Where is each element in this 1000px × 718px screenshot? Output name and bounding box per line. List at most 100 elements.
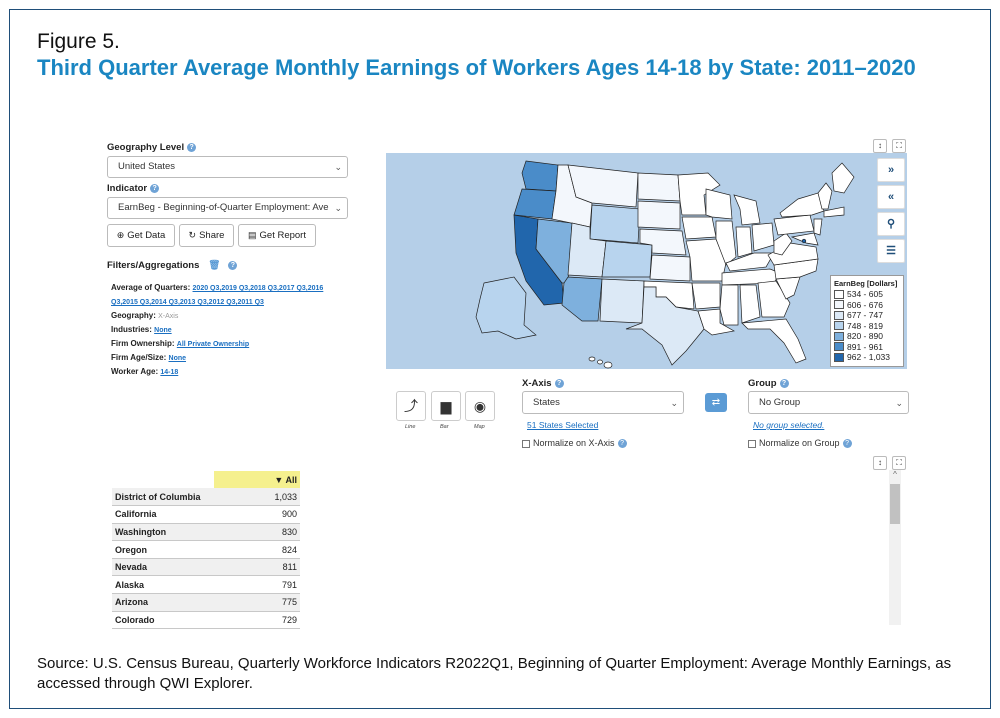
state-name-cell: Colorado xyxy=(112,611,214,630)
help-icon[interactable]: ? xyxy=(554,378,564,388)
legend-swatch xyxy=(834,352,844,362)
filters-label: Filters/Aggregations 🗑? xyxy=(107,260,238,271)
map-legend: EarnBeg [Dollars] 534 - 605 606 - 676 677 … xyxy=(830,275,904,367)
table-row[interactable]: Nevada 811 xyxy=(112,558,300,577)
map-button[interactable]: ◉ xyxy=(465,391,495,421)
help-icon[interactable]: ? xyxy=(187,142,197,152)
table-scrollbar[interactable]: ^ xyxy=(889,470,901,625)
legend-swatch xyxy=(834,300,844,310)
legend-item: 534 - 605 xyxy=(834,289,900,300)
bar-label: Bar xyxy=(440,424,449,430)
legend-swatch xyxy=(834,342,844,352)
state-iowa xyxy=(681,216,717,240)
group-select[interactable]: No Group ⌄ xyxy=(748,391,909,414)
state-arkansas xyxy=(691,282,721,310)
quarters-link[interactable]: 2020 Q3,2019 Q3,2018 Q3,2017 Q3,2016 xyxy=(192,285,324,292)
state-minnesota xyxy=(677,172,721,216)
state-kansas xyxy=(649,254,691,282)
state-texas xyxy=(625,286,705,366)
legend-item: 748 - 819 xyxy=(834,321,900,332)
filter-industries: Industries: None xyxy=(111,325,172,334)
column-header-all[interactable]: ▼ All xyxy=(214,471,300,488)
table-row[interactable]: Oregon 824 xyxy=(112,540,300,559)
bar-chart-button[interactable]: ▆ xyxy=(431,391,461,421)
table-row[interactable]: District of Columbia 1,033 xyxy=(112,488,300,507)
vertical-resize-icon[interactable]: ↕ xyxy=(873,139,887,153)
get-data-button[interactable]: ⊕ Get Data xyxy=(107,224,175,247)
help-icon[interactable]: ? xyxy=(228,260,238,270)
state-arizona xyxy=(561,276,603,322)
fullscreen-icon[interactable]: ⛶ xyxy=(892,139,906,153)
state-district-of-columbia xyxy=(801,238,807,244)
legend-label: 677 - 747 xyxy=(847,310,883,321)
group-label: Group? xyxy=(748,378,789,389)
filter-avg-quarters: Average of Quarters: 2020 Q3,2019 Q3,201… xyxy=(111,283,324,292)
map-view[interactable] xyxy=(386,153,907,369)
legend-swatch xyxy=(834,331,844,341)
us-choropleth-map xyxy=(475,160,855,369)
table-row[interactable]: Arizona 775 xyxy=(112,593,300,612)
trash-icon[interactable]: 🗑 xyxy=(208,260,221,271)
states-selected-link[interactable]: 51 States Selected xyxy=(527,420,599,430)
vertical-resize-icon[interactable]: ↕ xyxy=(873,456,887,470)
state-new-york xyxy=(779,192,825,218)
state-north-dakota xyxy=(637,172,681,202)
state-montana xyxy=(567,164,639,208)
indicator-select[interactable]: EarnBeg - Beginning-of-Quarter Employmen… xyxy=(107,197,348,219)
earnings-value-cell: 824 xyxy=(214,540,300,559)
filter-worker-age: Worker Age: 14-18 xyxy=(111,367,179,376)
state-name-cell: Alaska xyxy=(112,575,214,595)
chevron-up-icon[interactable]: ^ xyxy=(893,470,897,479)
help-icon[interactable]: ? xyxy=(150,183,160,193)
earnings-value-cell: 1,033 xyxy=(214,488,300,507)
help-icon[interactable]: ? xyxy=(779,378,789,388)
list-icon[interactable]: ☰ xyxy=(877,239,905,263)
state-alabama xyxy=(739,284,761,324)
legend-item: 891 - 961 xyxy=(834,342,900,353)
normalize-group-checkbox[interactable]: Normalize on Group? xyxy=(748,438,852,449)
xaxis-select[interactable]: States ⌄ xyxy=(522,391,684,414)
legend-swatch xyxy=(834,289,844,299)
quarters-link-cont[interactable]: Q3,2015 Q3,2014 Q3,2013 Q3,2012 Q3,2011 … xyxy=(111,299,264,306)
swap-axes-button[interactable]: ⇄ xyxy=(705,393,727,412)
table-row[interactable]: Colorado 729 xyxy=(112,611,300,630)
map-label: Map xyxy=(474,424,485,430)
state-maine xyxy=(831,162,855,194)
help-icon[interactable]: ? xyxy=(842,439,852,449)
state-indiana xyxy=(735,226,753,258)
earnings-value-cell: 729 xyxy=(214,611,300,630)
fullscreen-icon[interactable]: ⛶ xyxy=(892,456,906,470)
legend-item: 962 - 1,033 xyxy=(834,352,900,363)
share-button[interactable]: ↻ Share xyxy=(179,224,234,247)
rewind-icon[interactable]: « xyxy=(877,185,905,209)
xaxis-label: X-Axis? xyxy=(522,378,564,389)
table-row[interactable]: Washington 830 xyxy=(112,523,300,542)
search-icon[interactable]: ⚲ xyxy=(877,212,905,236)
play-forward-icon[interactable]: » xyxy=(877,158,905,182)
industries-link[interactable]: None xyxy=(154,327,172,334)
chevron-down-icon: ⌄ xyxy=(895,398,903,408)
earnings-value-cell: 775 xyxy=(214,593,300,612)
state-nebraska xyxy=(639,228,687,256)
normalize-xaxis-checkbox[interactable]: Normalize on X-Axis? xyxy=(522,438,627,449)
line-chart-button[interactable]: ⤴ xyxy=(396,391,426,421)
chevron-down-icon: ⌄ xyxy=(670,398,678,408)
table-row[interactable]: California 900 xyxy=(112,505,300,524)
ownership-link[interactable]: All Private Ownership xyxy=(176,341,250,348)
state-ohio xyxy=(751,222,775,252)
table-row[interactable]: Alaska 791 xyxy=(112,575,300,595)
get-report-button[interactable]: ▤ Get Report xyxy=(238,224,316,247)
state-vermont-nh xyxy=(817,182,833,210)
filter-firm-age: Firm Age/Size: None xyxy=(111,353,187,362)
geography-level-label: Geography Level? xyxy=(107,142,197,153)
worker-age-link[interactable]: 14-18 xyxy=(160,369,179,376)
state-south-dakota xyxy=(637,200,681,230)
help-icon[interactable]: ? xyxy=(617,439,627,449)
legend-swatch xyxy=(834,321,844,331)
state-name-cell: District of Columbia xyxy=(112,488,214,507)
no-group-link[interactable]: No group selected. xyxy=(753,420,825,430)
firm-age-link[interactable]: None xyxy=(168,355,187,362)
scrollbar-thumb[interactable] xyxy=(890,484,900,524)
earnings-value-cell: 811 xyxy=(214,558,300,577)
geography-level-select[interactable]: United States ⌄ xyxy=(107,156,348,178)
